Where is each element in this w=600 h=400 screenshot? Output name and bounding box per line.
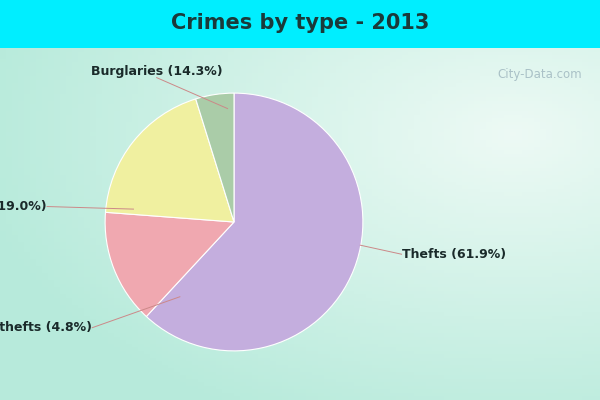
- Wedge shape: [106, 99, 234, 222]
- Text: Auto thefts (4.8%): Auto thefts (4.8%): [0, 321, 92, 334]
- Text: Thefts (61.9%): Thefts (61.9%): [401, 248, 506, 261]
- Wedge shape: [146, 93, 363, 351]
- Text: Assaults (19.0%): Assaults (19.0%): [0, 200, 47, 213]
- Text: Crimes by type - 2013: Crimes by type - 2013: [171, 13, 429, 33]
- Wedge shape: [105, 212, 234, 316]
- Text: City-Data.com: City-Data.com: [497, 68, 582, 81]
- Text: Burglaries (14.3%): Burglaries (14.3%): [91, 65, 223, 78]
- Wedge shape: [196, 93, 234, 222]
